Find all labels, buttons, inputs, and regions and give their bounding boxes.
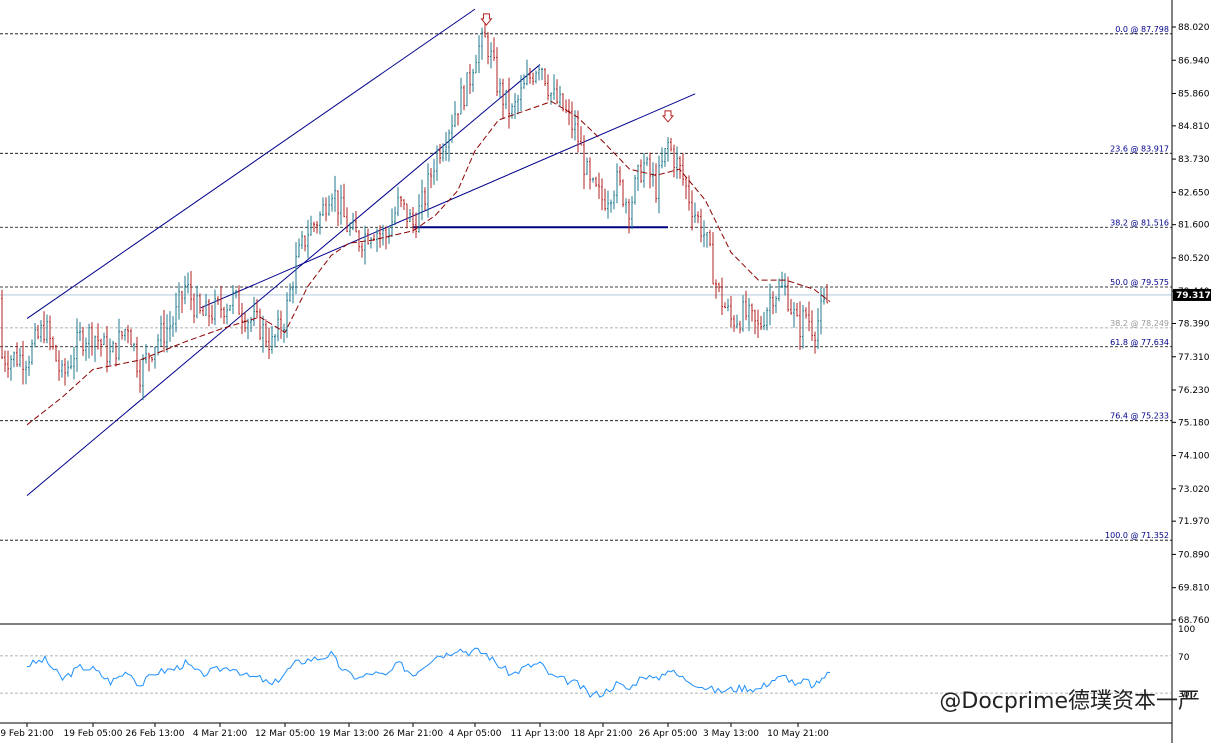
moving-average-line [26,100,831,426]
price-tick-label: 69.810 [1178,584,1210,594]
price-tick-label: 85.860 [1178,90,1210,100]
candlestick-series [1,21,828,401]
price-tick-label: 86.940 [1178,56,1210,66]
price-tick-label: 88.020 [1178,23,1210,33]
oscillator-tick-label: 70 [1178,653,1190,663]
time-tick-label: 4 Mar 21:00 [193,729,248,739]
time-tick-label: 11 Apr 13:00 [511,729,570,739]
watermark: @Docprime德璞资本一严 [939,689,1200,714]
time-tick-label: 3 May 13:00 [703,729,759,739]
fibonacci-levels: 0.0 @ 87.798 23.6 @ 83.917 38.2 @ 81.516 50… [0,25,1172,541]
fib-label: 38.2 @ 78.249 [1110,319,1169,328]
moving-average [26,100,831,426]
time-tick-label: 10 May 21:00 [767,729,829,739]
time-tick-label: 4 Apr 05:00 [449,729,502,739]
price-tick-label: 80.520 [1178,254,1210,264]
price-tick-label: 81.600 [1178,221,1210,231]
price-tick-label: 71.970 [1178,517,1210,527]
trend-channel [26,8,696,496]
time-tick-label: 26 Apr 05:00 [639,729,698,739]
price-tick-label: 68.760 [1178,616,1210,626]
fib-label: 23.6 @ 83.917 [1110,144,1169,153]
fib-label: 76.4 @ 75.233 [1110,412,1169,421]
fib-label: 100.0 @ 71.352 [1105,531,1169,540]
channel-upper-line [26,8,476,319]
price-tick-label: 83.730 [1178,155,1210,165]
time-tick-label: 19 Mar 13:00 [319,729,379,739]
channel-lower-line [26,64,541,496]
fib-label: 50.0 @ 79.575 [1110,278,1169,287]
price-tick-label: 82.650 [1178,188,1210,198]
price-tick-label: 74.100 [1178,452,1210,462]
time-tick-label: 26 Feb 13:00 [125,729,184,739]
oscillator-line [26,647,831,698]
oscillator-tick-label: 100 [1178,625,1195,635]
fib-label: 38.2 @ 81.516 [1110,218,1169,227]
time-tick-label: 12 Mar 05:00 [255,729,315,739]
price-tick-label: 70.890 [1178,550,1210,560]
time-tick-label: 26 Mar 21:00 [383,729,443,739]
price-tick-label: 84.810 [1178,122,1210,132]
current-price-box [1173,288,1211,301]
time-tick-label: 19 Feb 05:00 [63,729,122,739]
time-tick-label: 9 Feb 21:00 [0,729,54,739]
price-tick-label: 76.230 [1178,386,1210,396]
markers [480,13,675,123]
oscillator-panel: 100 70 30 [0,625,1195,700]
time-tick-label: 18 Apr 21:00 [574,729,633,739]
watermark-text: @Docprime德璞资本一严 [939,689,1200,714]
arrow-down-icon [480,13,493,26]
time-axis: 9 Feb 21:00 19 Feb 05:00 26 Feb 13:00 4 Mar… [0,723,829,739]
fib-label: 61.8 @ 77.634 [1110,338,1169,347]
price-tick-label: 77.310 [1178,353,1210,363]
fib-label: 0.0 @ 87.798 [1115,25,1169,34]
price-tick-label: 78.390 [1178,320,1210,330]
oscillator-tick-label: 30 [1178,690,1190,700]
price-tick-label: 75.180 [1178,418,1210,428]
current-price-label: 79.317 [1176,291,1211,301]
price-tick-label: 73.020 [1178,485,1210,495]
arrow-down-icon [661,110,675,123]
